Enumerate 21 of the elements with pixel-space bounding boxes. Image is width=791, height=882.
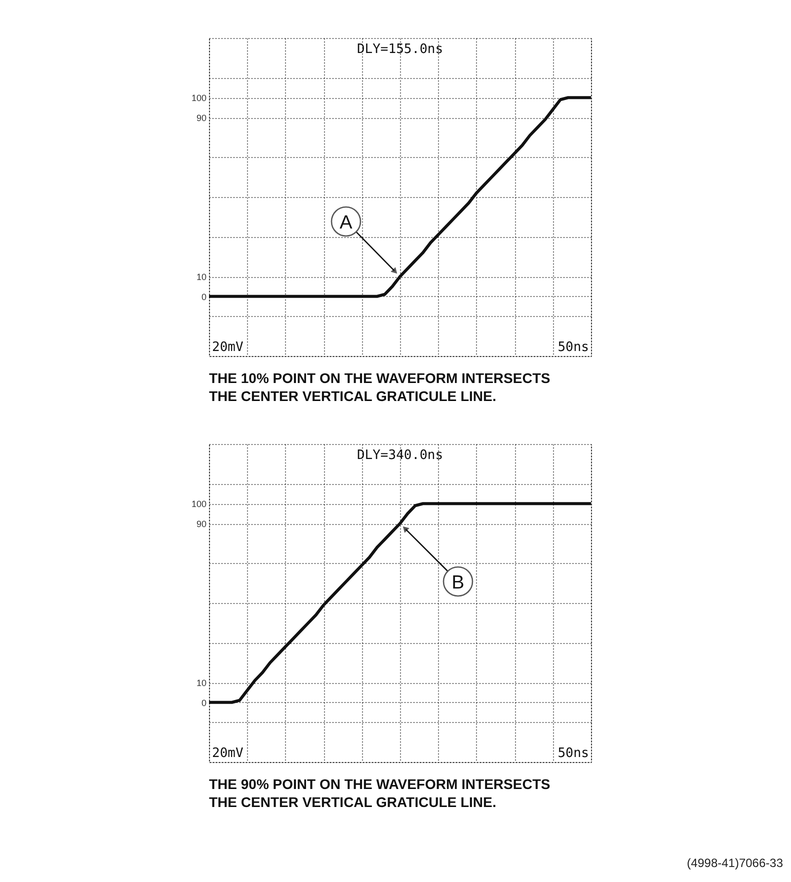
y-tick-label: 90 bbox=[196, 519, 206, 529]
annotation: DLY=340.0ns bbox=[356, 448, 444, 463]
annotation: 20mV bbox=[212, 746, 244, 761]
y-tick-label: 0 bbox=[201, 292, 206, 302]
annotation: A bbox=[340, 212, 353, 234]
y-tick-label: 0 bbox=[201, 698, 206, 708]
y-tick-label: 100 bbox=[191, 93, 206, 104]
text: THE 10% POINT ON THE WAVEFORM INTERSECTS THE CENTER VERTICAL GRATICULE LINE. bbox=[209, 370, 550, 404]
y-tick-label: 10 bbox=[196, 678, 206, 688]
y-tick-label: 10 bbox=[196, 272, 206, 282]
annotation: 50ns bbox=[558, 340, 589, 355]
line-series bbox=[209, 96, 591, 298]
y-tick-label: 100 bbox=[191, 499, 206, 510]
annotation: DLY=155.0ns bbox=[356, 42, 444, 57]
y-tick-label: 90 bbox=[196, 113, 206, 123]
text: THE 90% POINT ON THE WAVEFORM INTERSECTS THE CENTER VERTICAL GRATICULE LINE. bbox=[209, 776, 550, 810]
line-series bbox=[209, 502, 591, 704]
annotation: 20mV bbox=[212, 340, 244, 355]
annotation: 50ns bbox=[558, 746, 589, 761]
text: (4998-41)7066-33 bbox=[686, 856, 783, 870]
annotation: B bbox=[452, 572, 464, 594]
